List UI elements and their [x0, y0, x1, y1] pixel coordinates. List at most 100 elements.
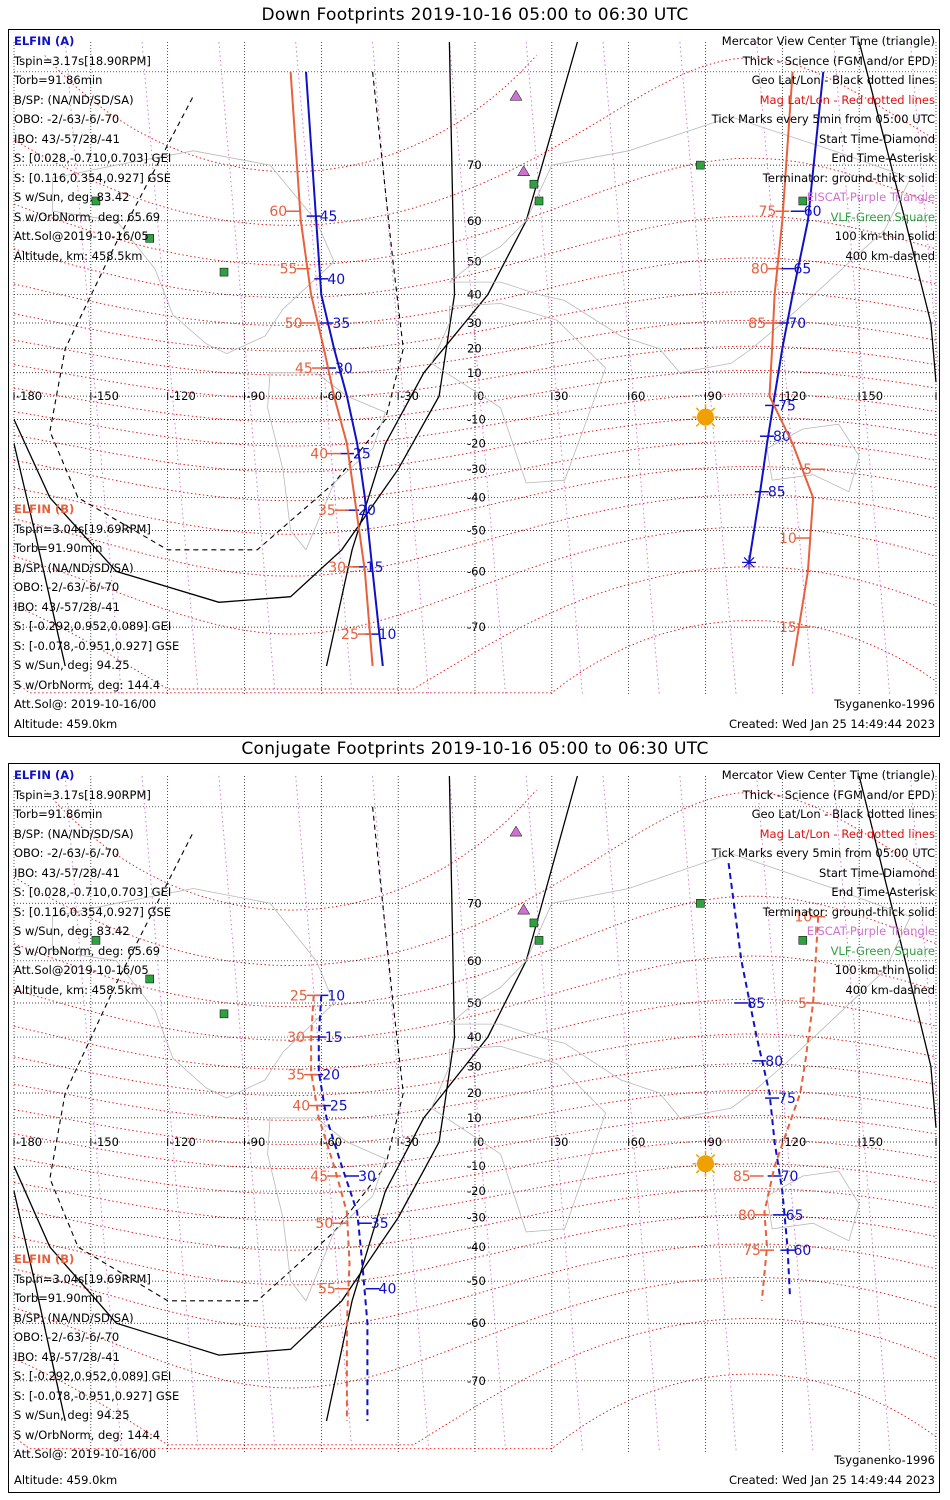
track-tick-label: 25: [341, 627, 359, 643]
mag-lon-line: [448, 41, 507, 697]
track-tick-label: 15: [779, 620, 797, 636]
mag-lat-line: [13, 1115, 937, 1170]
track-tick-label: 75: [778, 1091, 796, 1107]
info-line: Tspin=3.04s[19.69RPM]: [14, 521, 151, 536]
track-tick-label: 45: [310, 1169, 328, 1185]
elfin-a-header: ELFIN (A): [14, 768, 75, 782]
legend-line: Terminator: ground-thick solid: [762, 904, 935, 919]
legend-line: Tick Marks every 5min from 05:00 UTC: [711, 112, 935, 126]
map-plot-conjugate: -180 -150 -120 -90 -60 -30 0 30 60 90 120 150 180 70 6…: [13, 775, 940, 1453]
y-tick-label: -10: [467, 412, 486, 426]
sun-marker: [697, 1155, 714, 1173]
elfin-b-header: ELFIN (B): [14, 1252, 75, 1266]
terminator-curve: [13, 1190, 66, 1422]
info-line: OBO: -2/-63/-6/-70: [14, 846, 120, 860]
continent-outline: [52, 888, 335, 1099]
x-tick-label: -150: [93, 1135, 119, 1149]
legend-line: Thick - Science (FGM and/or EPD): [742, 53, 935, 68]
continent-outline: [448, 116, 911, 374]
track-tick-label: 80: [773, 429, 791, 445]
legend-line: 400 km-dashed: [845, 982, 935, 997]
info-line: OBO: -2/-63/-6/-70: [14, 580, 120, 594]
terminator-curve: [858, 41, 937, 383]
mag-lon-line: [909, 41, 939, 380]
track-tick-label: 45: [295, 361, 313, 377]
legend-line: Thick - Science (FGM and/or EPD): [742, 787, 935, 802]
x-tick-label: -150: [93, 389, 119, 403]
vlf-square: [529, 179, 539, 189]
legend-line: 400 km-dashed: [845, 248, 935, 263]
mag-lat-line: [44, 789, 537, 911]
info-line: Torb=91.90min: [14, 1291, 103, 1305]
footprint-track: [760, 916, 820, 1301]
continent-outline: [431, 1045, 607, 1233]
vlf-square: [219, 267, 229, 277]
continent-outline: [52, 150, 335, 355]
altitude-label: Altitude: 459.0km: [14, 716, 118, 731]
vlf-square: [534, 936, 544, 945]
info-line: S: [0.028,-0.710,0.703] GEI: [14, 885, 172, 899]
mag-lon-line: [372, 775, 430, 1453]
track-tick-label: 35: [332, 316, 350, 332]
footprint-track: [289, 71, 374, 667]
mag-lat-line: [13, 1139, 937, 1195]
sun-marker: [697, 408, 714, 426]
legend-line: VLF-Green Square: [830, 943, 935, 958]
mag-lat-line: [13, 393, 937, 447]
mag-lon-line: [525, 775, 584, 1453]
terminator-dashed: [49, 71, 404, 551]
x-tick-label: -120: [170, 389, 196, 403]
legend-line: Mag Lat/Lon - Red dotted lines: [759, 92, 935, 107]
mag-lon-line: [679, 41, 737, 697]
track-tick-label: 10: [379, 627, 397, 643]
vlf-square: [145, 234, 154, 243]
info-line: S w/OrbNorm, deg: 144.4: [14, 1427, 161, 1442]
legend-line: EISCAT-Purple Triangle: [806, 924, 935, 938]
info-line: S: [-0.292,0.952,0.089] GEI: [14, 1369, 172, 1383]
x-tick-label: 30: [554, 389, 569, 403]
track-tick-label: 65: [786, 1208, 804, 1224]
y-tick-label: -20: [467, 1184, 486, 1198]
track-tick-label: 30: [287, 1030, 305, 1046]
vlf-square: [529, 918, 539, 928]
end-asterisk: [743, 557, 755, 568]
info-line: Att.Sol@: 2019-10-16/00: [14, 697, 157, 711]
y-tick-label: -40: [467, 1240, 486, 1254]
elfin-a-info: ELFIN (A) Tspin=3.17s[18.90RPM] Torb=91.…: [14, 766, 171, 1000]
vlf-square: [91, 196, 101, 206]
info-line: S: [0.116,0.354,0.927] GSE: [14, 904, 172, 919]
legend-line: 100 km-thin solid: [834, 963, 935, 977]
model-label: Tsyganenko-1996: [834, 1453, 935, 1467]
continent-outline: [430, 303, 607, 484]
vlf-square: [798, 936, 808, 945]
mag-lat-line: [44, 55, 537, 173]
info-line: OBO: -2/-63/-6/-70: [14, 112, 120, 126]
info-line: B/SP: (NA/ND/SD/SA): [14, 826, 134, 841]
info-line: Torb=91.90min: [14, 541, 103, 555]
terminator-dashed: [49, 806, 404, 1302]
x-tick-label: 0: [477, 389, 484, 403]
eiscat-triangle: [517, 165, 531, 177]
mag-lon-line: [372, 41, 430, 697]
legend-box: Mercator View Center Time (triangle) Thi…: [712, 32, 935, 266]
x-tick-label: 180: [938, 1135, 940, 1149]
x-tick-label: -90: [247, 389, 266, 403]
y-tick-label: 30: [467, 316, 482, 330]
x-tick-label: -90: [247, 1135, 266, 1149]
footprint-track: [310, 995, 351, 1421]
mag-lon-line: [64, 41, 123, 697]
legend-line: Start Time-Diamond: [819, 865, 935, 880]
info-line: Torb=91.86min: [14, 73, 103, 87]
info-line: S w/OrbNorm, deg: 65.69: [14, 943, 161, 958]
track-tick-label: 10: [794, 910, 812, 926]
track-tick-label: 85: [733, 1169, 751, 1185]
y-tick-label: 40: [467, 1030, 482, 1044]
mag-lon-line: [295, 775, 353, 1453]
vlf-square: [534, 196, 544, 206]
terminator-curve: [858, 775, 937, 1128]
mag-lat-line: [13, 955, 937, 1041]
mag-lon-line: [833, 41, 891, 697]
y-tick-label: 30: [467, 1059, 482, 1073]
mag-lon-line: [833, 775, 891, 1453]
x-tick-label: 150: [861, 1135, 883, 1149]
